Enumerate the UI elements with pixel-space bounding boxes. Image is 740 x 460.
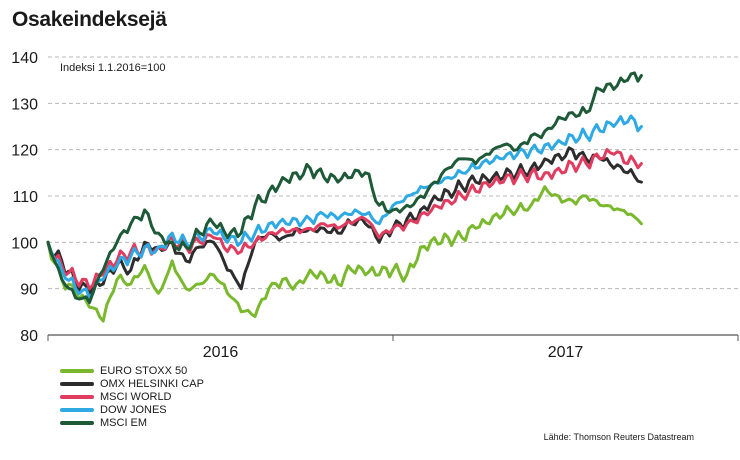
legend-item: DOW JONES: [60, 403, 204, 416]
series-line-1: [46, 185, 643, 323]
y-tick-label: 100: [11, 235, 38, 252]
x-axis: 2016 2017: [47, 334, 739, 361]
legend-item: EURO STOXX 50: [60, 364, 204, 377]
x-tick-label: 2017: [548, 344, 584, 361]
legend-label: EURO STOXX 50: [100, 364, 188, 377]
y-tick-label: 110: [12, 189, 38, 206]
y-tick-label: 130: [11, 96, 38, 113]
series-lines: [46, 71, 643, 323]
gridlines: [48, 56, 738, 336]
legend: EURO STOXX 50 OMX HELSINKI CAP MSCI WORLD D…: [60, 364, 204, 429]
y-axis: 80 90 100 110 120 130 140: [11, 50, 38, 345]
legend-label: MSCI WORLD: [100, 390, 172, 403]
chart-title: Osakeindeksejä: [12, 8, 167, 31]
x-tick-label: 2016: [203, 344, 239, 361]
series-line-4: [46, 114, 643, 300]
legend-label: DOW JONES: [100, 403, 167, 416]
y-tick-label: 140: [11, 50, 38, 67]
legend-swatch: [60, 368, 94, 373]
legend-item: OMX HELSINKI CAP: [60, 377, 204, 390]
y-tick-label: 120: [11, 143, 38, 160]
series-line-5: [46, 71, 643, 305]
legend-swatch: [60, 394, 94, 399]
legend-swatch: [60, 381, 94, 386]
legend-swatch: [60, 407, 94, 412]
series-line-2: [46, 146, 643, 295]
y-tick-label: 80: [20, 328, 38, 345]
legend-swatch: [60, 420, 94, 425]
legend-item: MSCI WORLD: [60, 390, 204, 403]
legend-item: MSCI EM: [60, 416, 204, 429]
index-note: Indeksi 1.1.2016=100: [60, 62, 166, 74]
source-note: Lähde: Thomson Reuters Datastream: [543, 432, 694, 442]
y-tick-label: 90: [20, 282, 38, 299]
series-line-3: [46, 148, 643, 291]
legend-label: MSCI EM: [100, 416, 148, 429]
legend-label: OMX HELSINKI CAP: [100, 377, 204, 390]
